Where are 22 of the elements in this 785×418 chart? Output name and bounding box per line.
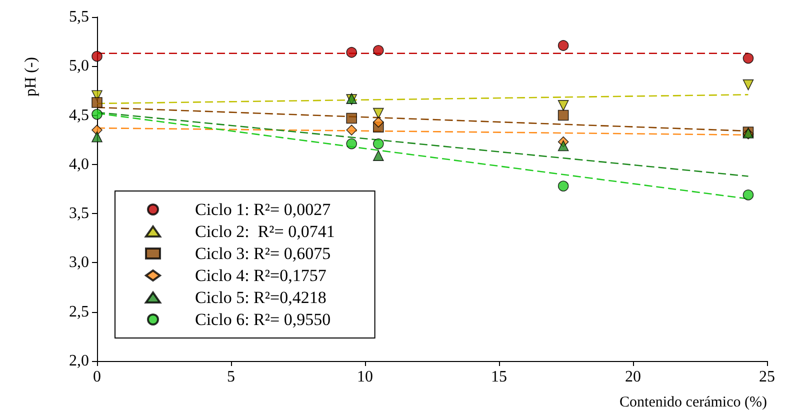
legend-label: Ciclo 4: R²=0,1757 [195,266,327,285]
legend-label: Ciclo 2: R²= 0,0741 [195,222,335,241]
y-tick-label: 5,5 [69,8,89,26]
y-tick-label: 3,5 [69,205,89,222]
legend-label: Ciclo 1: R²= 0,0027 [195,200,332,219]
legend-label: Ciclo 6: R²= 0,9550 [195,310,331,329]
x-axis-title: Contenido cerámico (%) [620,394,767,410]
y-tick-label: 3,0 [69,254,89,272]
x-tick-label: 25 [759,368,775,386]
x-tick-label: 0 [93,368,101,386]
legend-label: Ciclo 3: R²= 0,6075 [195,244,331,263]
x-tick-label: 5 [227,368,235,386]
y-tick-label: 4,5 [69,106,89,124]
x-tick-label: 20 [625,368,641,386]
y-tick-label: 4,0 [69,156,89,173]
y-tick-label: 2,5 [69,303,89,320]
y-axis-title: pH (-) [22,57,40,97]
y-tick-label: 2,0 [69,352,89,370]
legend-label: Ciclo 5: R²=0,4218 [195,288,326,307]
y-tick-label: 5,0 [69,58,89,75]
x-tick-label: 15 [491,368,507,386]
x-tick-label: 10 [357,368,373,386]
